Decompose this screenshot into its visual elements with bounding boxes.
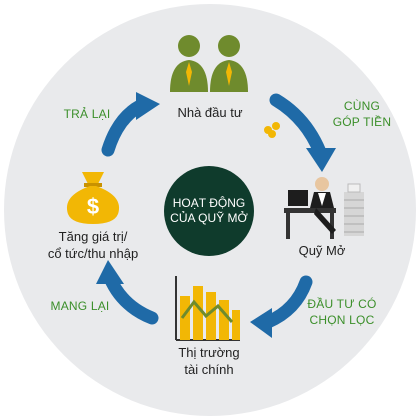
value-label-line1: Tăng giá trị/ bbox=[58, 229, 128, 244]
action-invest-line1: ĐẦU TƯ CÓ bbox=[307, 297, 377, 311]
action-invest: ĐẦU TƯ CÓ CHỌN LỌC bbox=[292, 296, 392, 328]
value-label-line2: cổ tức/thu nhập bbox=[47, 246, 139, 261]
fund-manager-icon bbox=[284, 177, 364, 239]
coins-icon bbox=[264, 122, 280, 138]
svg-text:$: $ bbox=[87, 194, 99, 219]
action-invest-line2: CHỌN LỌC bbox=[309, 313, 375, 327]
center-title-line1: HOẠT ĐỘNG bbox=[172, 196, 246, 210]
arrow-invest bbox=[250, 275, 313, 338]
action-contribute: CÙNG GÓP TIỀN bbox=[322, 98, 402, 130]
action-return-line1: TRẢ LẠI bbox=[63, 107, 111, 121]
market-label-line1: Thị trường bbox=[178, 345, 240, 360]
arrow-contribute bbox=[269, 93, 336, 172]
value-label: Tăng giá trị/ cổ tức/thu nhập bbox=[28, 228, 158, 262]
action-contribute-line1: CÙNG bbox=[343, 99, 381, 113]
fund-label: Quỹ Mở bbox=[298, 243, 346, 258]
arrow-bring bbox=[96, 260, 159, 325]
market-label: Thị trường tài chính bbox=[154, 344, 264, 378]
center-badge: HOẠT ĐỘNG CỦA QUỸ MỞ bbox=[164, 166, 254, 256]
arrow-return bbox=[101, 92, 160, 157]
money-bag-icon: $ bbox=[66, 172, 120, 224]
investors-icon bbox=[170, 35, 248, 92]
center-title-line2: CỦA QUỸ MỞ bbox=[170, 211, 248, 225]
bar-chart-icon bbox=[175, 276, 240, 341]
action-return: TRẢ LẠI bbox=[52, 106, 122, 122]
action-bring: MANG LẠI bbox=[40, 298, 120, 314]
action-contribute-line2: GÓP TIỀN bbox=[332, 115, 392, 129]
market-label-line2: tài chính bbox=[184, 362, 234, 377]
investors-label: Nhà đầu tư bbox=[177, 105, 243, 120]
action-bring-line1: MANG LẠI bbox=[50, 299, 110, 313]
